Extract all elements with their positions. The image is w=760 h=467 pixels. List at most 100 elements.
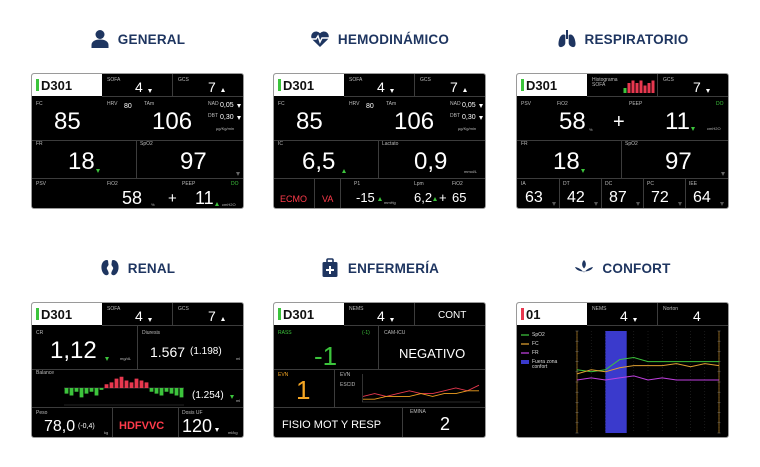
fr-label: FR [521,141,528,147]
trend-arrow [678,202,682,206]
lpm: 6,2 [414,190,433,205]
diuresis-prev: (1.198) [190,346,222,357]
trend-arrow [215,428,219,432]
trend-arrow [721,172,725,176]
ic: 6,5 [302,148,336,175]
separator [587,96,728,97]
tam-label: TAm [386,101,397,107]
monitor-screen: D301 Histograma SOFA GCS 7 PSV FiO2 58% + PEEP 11… [516,73,729,209]
separator [657,74,658,96]
separator [172,303,173,325]
comfort-chart [521,330,721,434]
trend-arrow [378,197,382,201]
chart.series.2.name: FR [532,349,539,356]
icon-shape [565,30,568,39]
separator [274,178,485,179]
balance-chart [64,376,184,406]
icon-shape [95,30,105,39]
monitor-screen: D301 SOFA 4 GCS 7 CR 1,12 mg/dL Diuresis 1.567 (1.… [31,302,244,438]
separator [344,96,485,97]
ic-label: IC [278,141,283,147]
panel-heading: GENERAL [31,26,244,52]
trend-arrow [463,88,467,92]
icon-shape [101,260,109,276]
chart.series.1.name: FC [532,340,539,347]
spo2: 97 [665,148,692,175]
cont: CONT [438,310,467,321]
monitor-screen: D301 SOFA 4 GCS 7 FC 85 HRV 80 TAm 106 NAD 0,05 DBT 0,… [273,73,486,209]
balance-bar [159,388,164,396]
peso: 78,0 [44,418,76,435]
trend-line [363,390,479,400]
separator [402,407,403,437]
dc-label: DC [605,181,613,187]
balance-bar [174,388,179,396]
trend-arrow [236,172,240,176]
psv-label: PSV [36,181,47,187]
bed-tab [517,303,587,325]
separator [601,178,602,208]
pct: % [589,127,593,132]
fio2: 58 [559,108,586,135]
lact-unit: mmol/L [464,169,478,174]
separator [112,407,113,437]
hrv-label: HRV [349,101,360,107]
bed-status [521,79,524,91]
sofa: 4 [377,79,385,95]
histogram-bar [635,83,639,93]
histogram-bar [643,85,647,93]
sofa: 4 [135,308,143,324]
dosis: 120 [182,416,213,436]
separator [178,407,179,437]
histogram-bar [623,88,627,93]
bed-status [36,308,39,320]
fc-label: FC [278,101,285,107]
sofa-label: SOFA [349,77,363,83]
trend-arrow [96,169,100,173]
gcs: 7 [208,308,216,324]
balance-bar [104,384,109,388]
nems-label: NEMS [592,306,607,312]
balance-bar [79,388,84,398]
trend-arrow [479,104,483,108]
separator [414,303,415,325]
hist-label: Histograma SOFA [592,77,618,88]
histogram-bar [631,80,635,93]
pc-label: PC [647,181,654,187]
gcs: 7 [208,79,216,95]
bed: D301 [283,78,315,93]
trend-arrow [237,116,241,120]
gcs-label: GCS [420,77,431,83]
bed: D301 [41,307,73,322]
sofa-label: SOFA [107,306,121,312]
bed-tab [274,74,344,96]
histogram-bar [627,83,631,93]
icon-shape [91,39,109,48]
tam-label: TAm [144,101,155,107]
balance-bar [99,388,104,390]
trend-arrow [594,202,598,206]
rass-ref: (-1) [362,330,370,336]
fc: 85 [296,108,323,135]
peso-delta: (-0,4) [78,423,95,430]
trend-arrow [552,202,556,206]
bed-status [278,308,281,320]
trend-arrow [720,202,724,206]
bed: 01 [526,307,541,322]
histogram-bar [639,80,643,93]
fr: 18 [68,148,95,175]
separator [102,96,243,97]
separator [136,140,137,178]
separator [685,178,686,208]
monitor-screen: 01 NEMS 4 Norton 4 SpO2 FC FR Fuera zona confort [516,302,729,438]
histogram-bar [647,83,651,93]
balance-bar [114,378,119,388]
balance-bar [69,388,74,396]
hrv: 80 [124,103,132,110]
fisio: FISIO MOT Y RESP [282,419,382,431]
trend-arrow [691,127,695,131]
separator [340,178,341,208]
balance-bar [94,388,99,396]
panel-icon [310,31,329,47]
gcs-label: GCS [178,77,189,83]
